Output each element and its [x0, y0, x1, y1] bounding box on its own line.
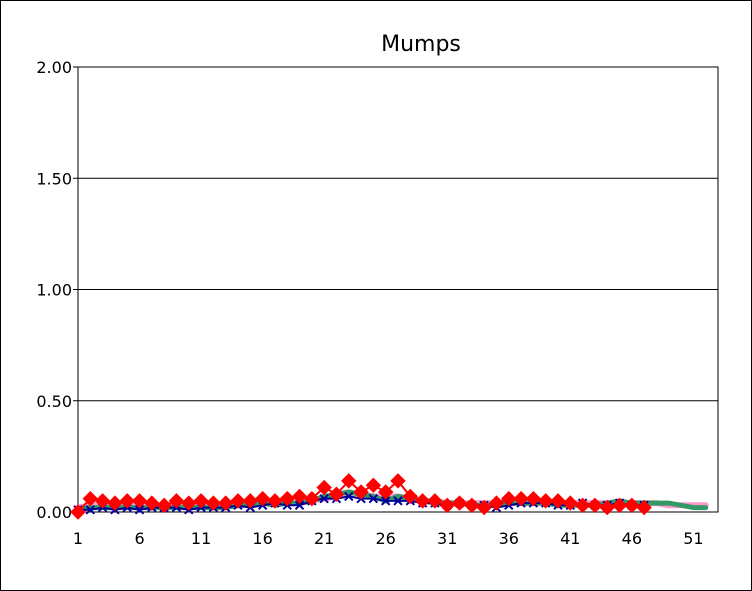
data-point — [131, 493, 148, 509]
data-point — [513, 490, 529, 507]
x-tick-label: 1 — [73, 529, 83, 548]
data-point — [365, 477, 382, 494]
data-point — [427, 493, 443, 509]
data-point — [279, 490, 295, 507]
data-point — [476, 499, 492, 516]
series-layer — [70, 473, 709, 520]
data-point — [193, 493, 209, 509]
data-point — [402, 488, 419, 505]
series-3 — [70, 473, 652, 520]
chart-title: Mumps — [381, 32, 461, 57]
data-point — [267, 493, 283, 509]
data-point — [380, 496, 391, 506]
x-axis: 1 6 11 16 21 26 31 36 41 46 51 — [73, 529, 704, 548]
data-point — [488, 495, 505, 511]
y-tick-label: 2.00 — [36, 58, 72, 77]
x-tick-label: 51 — [683, 529, 703, 548]
data-point — [599, 499, 615, 516]
y-tick-label: 0.50 — [36, 392, 72, 411]
x-tick-label: 21 — [314, 529, 334, 548]
x-tick-label: 41 — [560, 529, 580, 548]
data-point — [537, 493, 554, 509]
data-point — [205, 495, 222, 511]
data-point — [294, 500, 305, 511]
y-tick-label: 0.00 — [36, 503, 72, 522]
data-point — [82, 490, 99, 507]
x-tick-label: 46 — [622, 529, 642, 548]
data-point — [636, 499, 652, 516]
data-point — [562, 495, 579, 511]
data-point — [94, 493, 111, 509]
data-point — [70, 504, 86, 520]
data-point — [550, 493, 566, 509]
data-point — [414, 493, 431, 509]
x-tick-label: 31 — [437, 529, 457, 548]
data-point — [611, 497, 628, 514]
data-point — [134, 505, 145, 515]
x-tick-label: 36 — [499, 529, 519, 548]
data-point — [291, 488, 308, 505]
data-point — [107, 495, 123, 511]
data-point — [230, 493, 246, 509]
plot-area — [77, 66, 719, 513]
data-point — [341, 473, 357, 489]
data-point — [168, 493, 185, 509]
data-point — [316, 479, 332, 496]
data-point — [119, 493, 135, 509]
data-point — [390, 473, 406, 489]
data-point — [181, 495, 197, 511]
data-point — [344, 491, 354, 502]
data-point — [464, 497, 480, 514]
data-point — [393, 496, 403, 506]
data-point — [254, 490, 271, 507]
data-point — [624, 497, 640, 514]
x-tick-label: 11 — [191, 529, 211, 548]
data-point — [451, 495, 468, 511]
data-point — [156, 497, 172, 514]
data-point — [144, 495, 160, 511]
y-axis: 0.00 0.50 1.00 1.50 2.00 — [36, 58, 72, 522]
data-point — [587, 497, 603, 514]
x-tick-label: 6 — [134, 529, 144, 548]
data-point — [525, 490, 542, 507]
grid-layer — [73, 66, 718, 513]
data-point — [501, 490, 517, 507]
data-point — [304, 490, 320, 507]
data-point — [85, 505, 96, 515]
data-point — [574, 497, 591, 514]
data-point — [353, 484, 369, 500]
x-tick-label: 26 — [376, 529, 396, 548]
data-point — [368, 493, 379, 504]
data-point — [242, 493, 259, 509]
y-tick-label: 1.50 — [36, 169, 72, 188]
data-point — [439, 497, 455, 514]
y-tick-label: 1.00 — [36, 281, 72, 300]
data-point — [328, 486, 345, 502]
data-point — [217, 495, 234, 511]
x-tick-label: 16 — [252, 529, 272, 548]
data-point — [319, 493, 329, 504]
data-point — [377, 484, 394, 500]
